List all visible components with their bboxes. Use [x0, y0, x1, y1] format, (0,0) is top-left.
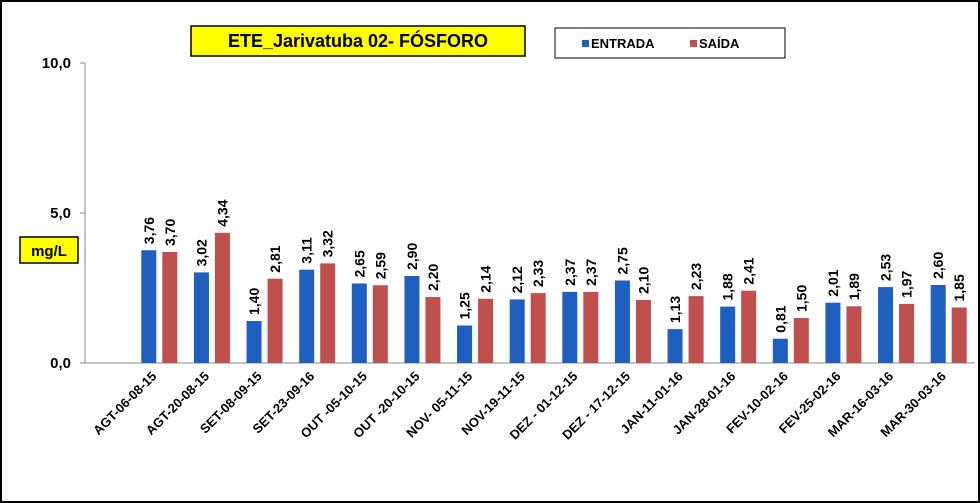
bar [930, 285, 946, 363]
bar [741, 290, 757, 363]
value-label: 2,41 [741, 257, 757, 284]
bar [530, 293, 546, 363]
value-label: 3,11 [299, 237, 315, 264]
value-label: 1,89 [846, 273, 862, 300]
y-tick-label: 10,0 [42, 55, 71, 72]
bar [635, 300, 651, 363]
bar [772, 338, 788, 363]
value-label: 2,81 [267, 245, 283, 272]
bar [793, 318, 809, 363]
value-label: 1,88 [720, 273, 736, 300]
bar [667, 329, 683, 363]
bar [583, 291, 599, 363]
bar [404, 276, 420, 363]
value-label: 1,40 [246, 288, 262, 315]
value-label: 0,81 [772, 305, 788, 332]
value-label: 2,37 [583, 258, 599, 285]
bar [351, 283, 367, 363]
bar [299, 269, 315, 363]
bar [162, 252, 178, 363]
legend-label: SAÍDA [699, 36, 740, 51]
value-label: 2,20 [425, 264, 441, 291]
y-tick-label: 0,0 [50, 355, 71, 372]
bar [720, 306, 736, 363]
y-axis-label: mg/L [31, 243, 67, 260]
value-label: 2,53 [878, 254, 894, 281]
value-label: 2,75 [614, 247, 630, 274]
value-label: 2,14 [478, 265, 494, 292]
value-label: 2,01 [825, 269, 841, 296]
bar [878, 287, 894, 363]
value-label: 2,90 [404, 243, 420, 270]
bar [193, 272, 209, 363]
legend-swatch [690, 40, 697, 47]
value-label: 3,70 [162, 219, 178, 246]
bar [688, 296, 704, 363]
value-label: 2,60 [930, 252, 946, 279]
value-label: 1,13 [667, 296, 683, 323]
value-label: 1,25 [457, 292, 473, 319]
value-label: 3,02 [193, 239, 209, 266]
value-label: 1,50 [793, 285, 809, 312]
bar [246, 321, 262, 363]
value-label: 1,85 [951, 274, 967, 301]
bar [141, 250, 157, 363]
value-label: 3,32 [320, 230, 336, 257]
legend-label: ENTRADA [591, 36, 655, 51]
bar [899, 303, 915, 363]
bar [825, 302, 841, 363]
legend-swatch [582, 40, 589, 47]
y-tick-label: 5,0 [50, 205, 71, 222]
title-box [190, 25, 526, 57]
value-label: 2,23 [688, 263, 704, 290]
value-label: 3,76 [141, 217, 157, 244]
bar [214, 232, 230, 363]
bar [372, 285, 388, 363]
bar [562, 291, 578, 363]
bar [509, 299, 525, 363]
y-label-box [19, 236, 79, 264]
bar [320, 263, 336, 363]
value-label: 2,37 [562, 258, 578, 285]
bar [614, 280, 630, 363]
bar [425, 297, 441, 363]
bar [457, 325, 473, 363]
value-label: 2,65 [351, 250, 367, 277]
value-label: 2,33 [530, 260, 546, 287]
value-label: 1,97 [899, 270, 915, 297]
chart-title: ETE_Jarivatuba 02- FÓSFORO [228, 30, 488, 51]
bar [478, 298, 494, 363]
bar [267, 278, 283, 363]
bar [846, 306, 862, 363]
value-label: 4,34 [214, 199, 230, 226]
value-label: 2,10 [635, 267, 651, 294]
legend-box [554, 27, 786, 59]
value-label: 2,59 [372, 252, 388, 279]
bar [951, 307, 967, 363]
value-label: 2,12 [509, 266, 525, 293]
